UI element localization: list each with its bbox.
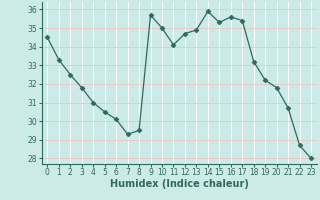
X-axis label: Humidex (Indice chaleur): Humidex (Indice chaleur) xyxy=(110,179,249,189)
